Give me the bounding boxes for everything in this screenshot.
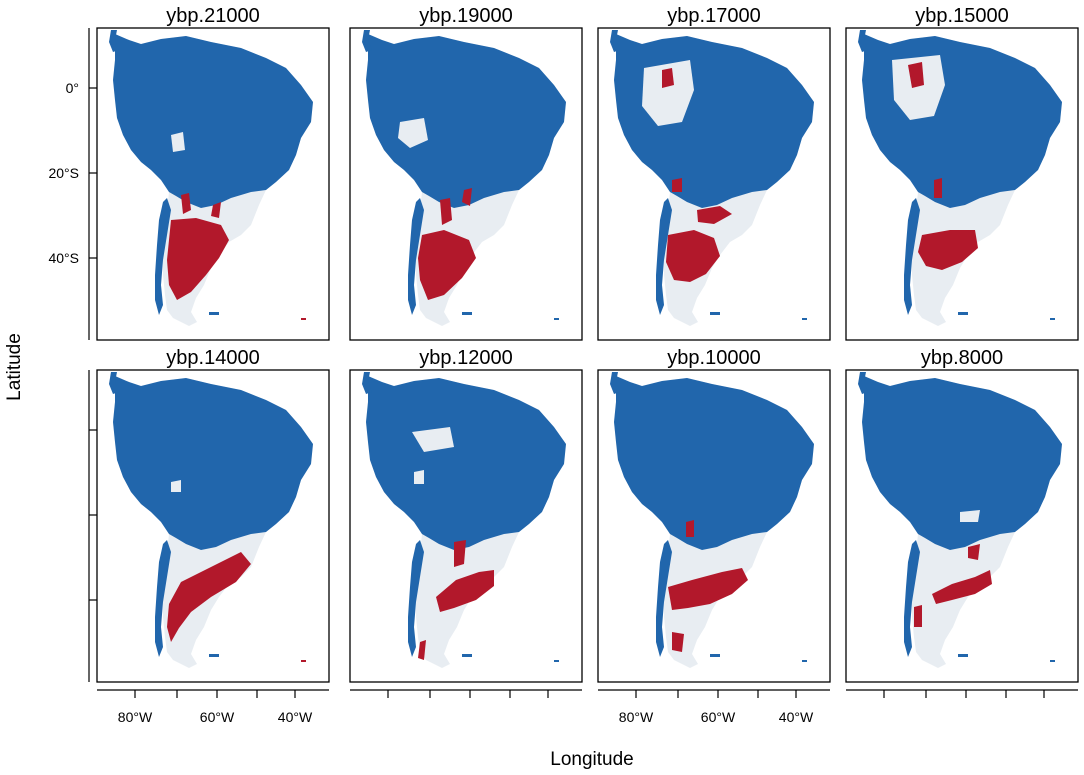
refugium-patch <box>960 510 980 522</box>
red-region <box>934 178 942 198</box>
refugium-patch <box>414 470 424 484</box>
map-area <box>610 30 814 326</box>
panel-frame <box>349 369 583 683</box>
red-region <box>672 178 682 192</box>
panel-title: ybp.12000 <box>419 347 512 369</box>
island-mark <box>1050 660 1055 662</box>
map-panel: ybp.8000 <box>845 347 1079 683</box>
x-tick-label: 40°W <box>278 709 313 725</box>
panel-frame <box>349 27 583 341</box>
red-region <box>662 68 674 88</box>
red-region <box>666 230 720 282</box>
map-area <box>362 372 566 668</box>
x-tick-label: 80°W <box>619 709 654 725</box>
panel-title: ybp.19000 <box>419 5 512 27</box>
red-region <box>418 640 426 660</box>
red-region <box>908 62 924 88</box>
x-tick-label: 60°W <box>701 709 736 725</box>
red-region <box>686 520 694 537</box>
red-region <box>668 568 748 610</box>
y-tick-label: 20°S <box>48 165 79 181</box>
refugium-patch <box>398 118 428 148</box>
island-mark <box>710 312 720 315</box>
panel-frame <box>96 369 330 683</box>
blue-region <box>862 376 1062 550</box>
map-area <box>858 30 1062 326</box>
blue-region <box>113 34 313 208</box>
blue-region <box>113 376 313 550</box>
x-tick-label: 80°W <box>118 709 153 725</box>
refugium-patch <box>642 60 694 126</box>
x-tick-label: 60°W <box>200 709 235 725</box>
blue-region <box>614 34 814 208</box>
panel-title: ybp.10000 <box>667 347 760 369</box>
panel-frame <box>597 369 831 683</box>
panel-title: ybp.8000 <box>921 347 1003 369</box>
island-mark <box>462 654 472 657</box>
island-mark <box>209 654 219 657</box>
map-area <box>109 30 313 326</box>
panel-frame <box>597 27 831 341</box>
red-region <box>211 202 221 218</box>
map-area <box>109 372 313 668</box>
red-region <box>436 570 494 612</box>
panel-frame <box>845 369 1079 683</box>
refugium-patch <box>892 55 945 120</box>
island-mark <box>958 312 968 315</box>
island-mark <box>554 660 559 662</box>
red-region <box>918 230 978 270</box>
blue-region <box>614 376 814 550</box>
x-axis-title: Longitude <box>550 749 633 770</box>
map-panel: ybp.17000 <box>597 5 831 341</box>
blue-region <box>862 34 1062 208</box>
red-region <box>672 632 684 652</box>
island-mark <box>1050 318 1055 320</box>
panel-title: ybp.21000 <box>166 5 259 27</box>
map-panel: ybp.19000 <box>349 5 583 341</box>
x-tick-label: 40°W <box>779 709 814 725</box>
refugium-patch <box>171 480 181 492</box>
red-region <box>932 570 992 604</box>
island-mark <box>802 318 807 320</box>
panel-frame <box>96 27 330 341</box>
map-panel: ybp.15000 <box>845 5 1079 341</box>
island-mark <box>958 654 968 657</box>
island-mark <box>301 318 306 320</box>
y-axis-title: Latitude <box>4 333 25 401</box>
red-region <box>418 230 476 300</box>
blue-region <box>366 34 566 208</box>
island-mark <box>554 318 559 320</box>
panel-title: ybp.17000 <box>667 5 760 27</box>
map-area <box>610 372 814 668</box>
red-region <box>167 218 229 300</box>
map-panel: ybp.10000 <box>597 347 831 683</box>
map-panel: ybp.21000 <box>96 5 330 341</box>
red-region <box>462 188 472 206</box>
map-area <box>858 372 1062 668</box>
island-mark <box>462 312 472 315</box>
refugium-patch <box>171 132 185 152</box>
red-region <box>440 198 452 225</box>
island-mark <box>802 660 807 662</box>
y-tick-label: 40°S <box>48 250 79 266</box>
red-region <box>697 206 732 224</box>
island-mark <box>301 660 306 662</box>
red-region <box>914 605 922 627</box>
red-region <box>167 552 251 642</box>
map-panel: ybp.14000 <box>96 347 330 683</box>
panel-title: ybp.15000 <box>915 5 1008 27</box>
panel-frame <box>845 27 1079 341</box>
map-panel: ybp.12000 <box>349 347 583 683</box>
island-mark <box>209 312 219 315</box>
refugium-patch <box>412 427 454 452</box>
panel-title: ybp.14000 <box>166 347 259 369</box>
y-tick-label: 0° <box>66 80 79 96</box>
red-region <box>454 540 466 567</box>
red-region <box>181 193 191 214</box>
island-mark <box>710 654 720 657</box>
red-region <box>968 544 980 560</box>
blue-region <box>366 376 566 550</box>
map-area <box>362 30 566 326</box>
